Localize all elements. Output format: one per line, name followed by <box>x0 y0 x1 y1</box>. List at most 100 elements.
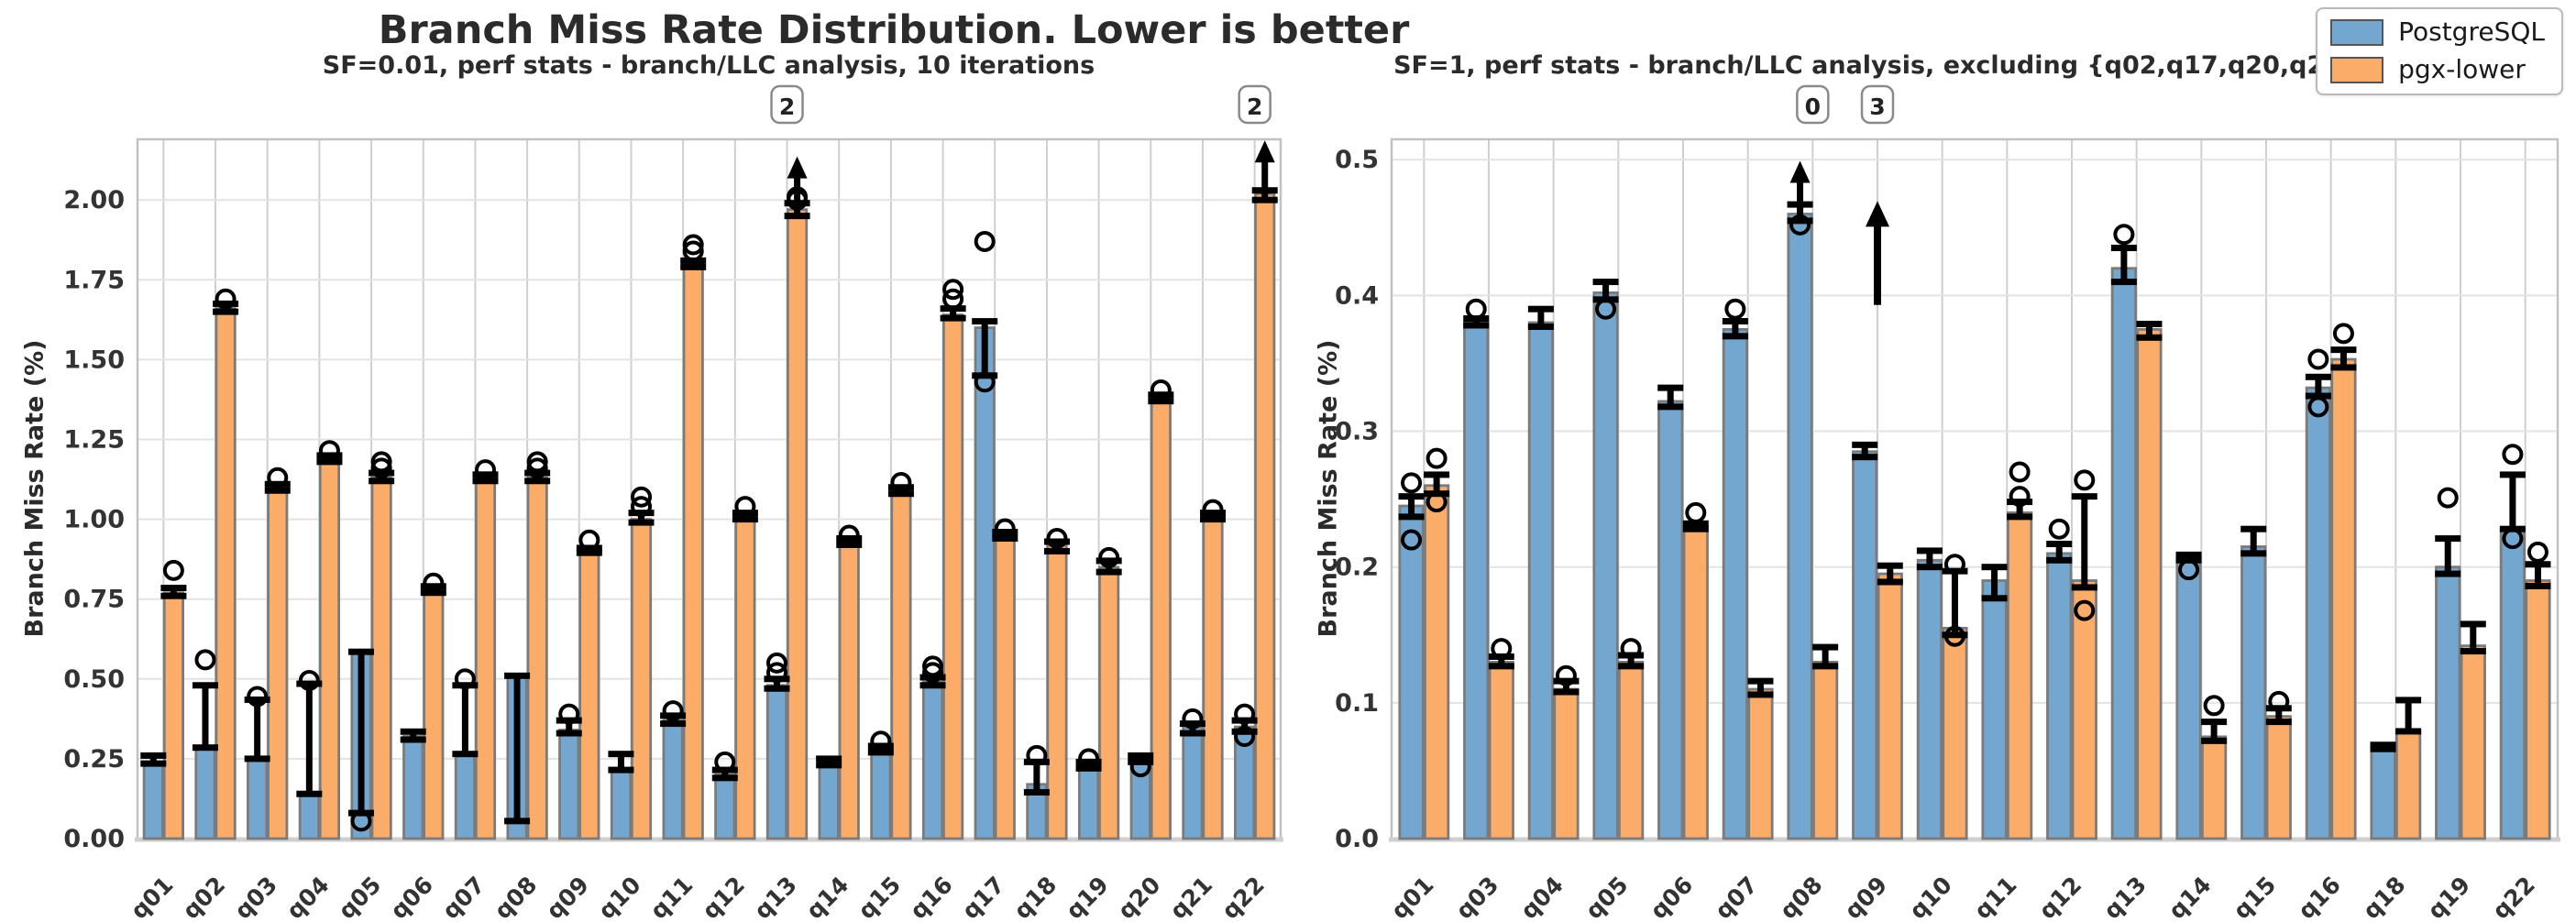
y-tick-0.00: 0.00 <box>63 825 125 853</box>
x-tick-q22: q22 <box>2487 872 2540 922</box>
bar-q07-pgx-lower <box>1747 687 1774 840</box>
x-tick-q09: q09 <box>1839 872 1892 922</box>
x-tick-q16: q16 <box>905 872 958 922</box>
bar-q22-pgx-lower <box>2525 579 2551 840</box>
legend-label-pgx-lower: pgx-lower <box>2398 53 2526 84</box>
whisker-cap-top-q10 <box>628 510 655 517</box>
whisker-cap-top-q10 <box>1942 567 1968 575</box>
whisker-cap-top-q21 <box>1179 720 1205 728</box>
x-tick-q02: q02 <box>178 872 231 922</box>
outlier-q22 <box>2502 528 2524 550</box>
outlier-q16 <box>922 662 944 684</box>
bar-q11-postgresql <box>662 719 684 840</box>
outlier-q13 <box>765 652 787 674</box>
legend-item-postgresql: PostgreSQL <box>2330 17 2545 47</box>
outlier-q18 <box>1046 528 1068 550</box>
outlier-q12 <box>2074 599 2096 621</box>
outlier-q01 <box>1426 491 1448 513</box>
bar-q15-postgresql <box>2240 545 2267 840</box>
bar-q05-postgresql <box>1592 291 1619 840</box>
y-tick-1.25: 1.25 <box>63 425 125 454</box>
outlier-q05 <box>1620 638 1642 660</box>
bar-q01-postgresql <box>1398 504 1425 840</box>
bar-q18-pgx-lower <box>2394 730 2422 840</box>
annotation-text-q13: 2 <box>779 93 795 120</box>
whisker-cap-bottom-q12 <box>2071 584 2097 591</box>
whisker-cap-bottom-q07 <box>1747 691 1774 698</box>
outlier-q19 <box>1098 546 1120 568</box>
outlier-q19 <box>2437 487 2459 509</box>
outlier-q13 <box>2113 224 2135 246</box>
bar-q02-pgx-lower <box>215 307 237 840</box>
outlier-q11 <box>2009 486 2031 508</box>
outlier-q11 <box>682 234 704 256</box>
bar-q16-pgx-lower <box>2330 357 2357 840</box>
bar-q03-pgx-lower <box>1488 660 1514 840</box>
outlier-q16 <box>2307 348 2329 370</box>
outlier-q04 <box>298 670 320 692</box>
whisker-cap-bottom-q13 <box>764 685 790 692</box>
outlier-q16 <box>922 655 944 677</box>
bar-q22-postgresql <box>2499 527 2526 840</box>
outlier-q11 <box>682 240 704 262</box>
whisker-cap-top-q05 <box>1592 279 1619 286</box>
bar-q07-pgx-lower <box>474 476 497 840</box>
whisker-cap-top-q19 <box>2460 620 2486 628</box>
whisker-cap-top-q14 <box>816 755 842 763</box>
whisker-cap-top-q06 <box>400 728 426 735</box>
whisker-cap-top-q20 <box>1128 752 1154 759</box>
bar-q15-postgresql <box>870 748 892 840</box>
outlier-q16 <box>942 279 964 301</box>
whisker-cap-bottom-q08 <box>1787 217 1813 225</box>
whisker-cap-top-q22 <box>2525 561 2551 568</box>
whisker-cap-top-q06 <box>1682 520 1709 527</box>
y-tick-1.75: 1.75 <box>63 266 125 294</box>
outlier-q10 <box>1943 554 1965 576</box>
whisker-cap-top-q04 <box>1527 305 1554 313</box>
whisker-cap-bottom-q15 <box>887 490 914 498</box>
bar-q12-pgx-lower <box>2071 579 2097 840</box>
whisker-cap-bottom-q09 <box>556 730 582 737</box>
whisker-cap-top-q09 <box>556 717 582 724</box>
whisker-cap-bottom-q15 <box>2265 719 2292 726</box>
x-tick-q05: q05 <box>1580 872 1634 922</box>
whisker-cap-bottom-q03 <box>1488 663 1514 670</box>
whisker-cap-bottom-q03 <box>244 755 270 763</box>
whisker-cap-bottom-q19 <box>1095 568 1122 576</box>
whisker-cap-bottom-q04 <box>1553 688 1580 696</box>
whisker-cap-bottom-q03 <box>1463 322 1490 329</box>
whisker-cap-bottom-q03 <box>264 487 291 494</box>
outlier-q05 <box>1595 298 1617 320</box>
bar-q06-pgx-lower <box>1682 524 1709 840</box>
outlier-q11 <box>662 700 684 722</box>
annotation-text-q08: 0 <box>1805 93 1821 120</box>
y-tick-0.1: 0.1 <box>1335 689 1379 718</box>
x-tick-q06: q06 <box>385 872 438 922</box>
bar-q16-postgresql <box>921 680 944 840</box>
whisker-cap-bottom-q16 <box>2305 392 2331 400</box>
whisker-cap-top-q08 <box>504 672 531 679</box>
whisker-cap-bottom-q11 <box>2007 513 2033 521</box>
bar-q19-postgresql <box>2435 565 2461 840</box>
x-tick-q10: q10 <box>593 872 646 922</box>
outlier-q19 <box>1078 748 1100 770</box>
outlier-q16 <box>2307 396 2329 418</box>
whisker-cap-bottom-q01 <box>1398 513 1425 521</box>
bar-q06-pgx-lower <box>423 587 445 840</box>
whisker-cap-bottom-q01 <box>140 760 167 767</box>
x-tick-q10: q10 <box>1904 872 1957 922</box>
whisker-cap-top-q01 <box>1424 471 1450 478</box>
clip-arrow-head-q22 <box>1254 140 1275 163</box>
x-tick-q22: q22 <box>1216 872 1270 922</box>
x-tick-q11: q11 <box>645 872 699 922</box>
whisker-cap-bottom-q09 <box>1852 454 1878 461</box>
outlier-q10 <box>631 496 653 518</box>
x-tick-q05: q05 <box>334 872 387 922</box>
outlier-q09 <box>558 703 580 725</box>
whisker-cap-bottom-q11 <box>1981 595 2008 602</box>
outlier-q12 <box>714 751 736 773</box>
whisker-cap-top-q07 <box>472 471 499 478</box>
bar-q08-postgresql <box>1787 213 1813 840</box>
